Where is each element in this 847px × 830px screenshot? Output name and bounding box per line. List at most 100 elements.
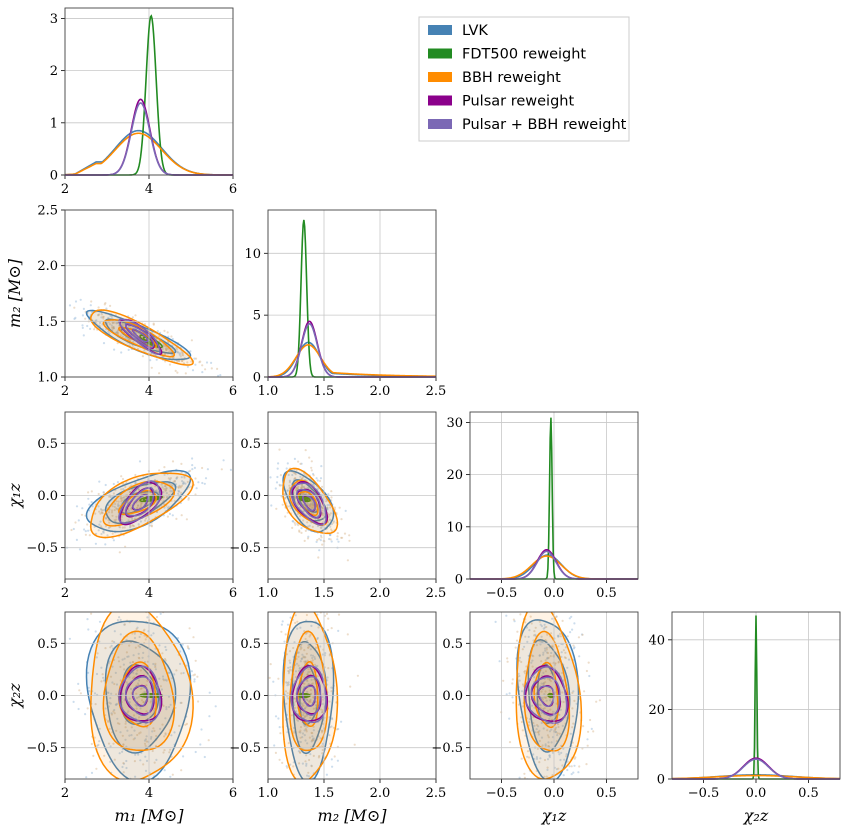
sample-point: [150, 554, 152, 556]
sample-point: [543, 707, 546, 710]
sample-point: [134, 775, 137, 778]
sample-point: [137, 652, 140, 655]
sample-point: [182, 354, 185, 357]
sample-point: [149, 737, 153, 740]
sample-point: [191, 457, 194, 460]
sample-point: [152, 323, 155, 326]
xtick-label-m1-r0-2: 6: [229, 182, 237, 197]
sample-point: [117, 331, 120, 335]
sample-point: [114, 601, 116, 603]
contour-m2-chi1z-series-1-level-2: [300, 496, 307, 501]
sample-point: [77, 682, 80, 686]
sample-point: [498, 660, 501, 663]
sample-point: [119, 731, 122, 734]
sample-point: [295, 662, 299, 665]
legend-swatch-0: [428, 25, 452, 35]
sample-point: [533, 724, 536, 727]
sample-point: [293, 816, 295, 818]
sample-point: [311, 738, 314, 741]
sample-point: [278, 726, 281, 729]
sample-point: [320, 536, 323, 539]
sample-point: [551, 617, 554, 620]
diag-ytick-label-m2-2: 10: [244, 247, 261, 262]
sample-point: [287, 666, 290, 669]
sample-point: [108, 323, 112, 326]
sample-point: [310, 764, 313, 767]
sample-point: [298, 530, 301, 533]
sample-point: [554, 662, 557, 665]
sample-point: [303, 729, 306, 732]
sample-point: [124, 726, 127, 729]
sample-point: [328, 537, 331, 541]
sample-point: [531, 704, 534, 707]
sample-point: [283, 640, 286, 643]
sample-point: [301, 493, 304, 496]
sample-point: [544, 696, 547, 699]
sample-point: [343, 532, 347, 535]
sample-point: [109, 304, 112, 307]
sample-point: [308, 635, 311, 638]
sample-point: [546, 734, 550, 737]
sample-point: [281, 503, 284, 506]
sample-point: [98, 740, 101, 743]
xtick-label-m1-r1-2: 6: [229, 384, 237, 399]
sample-point: [550, 741, 553, 744]
sample-point: [60, 539, 62, 541]
sample-point: [328, 734, 331, 737]
sample-point: [297, 485, 300, 488]
sample-point: [95, 656, 98, 659]
sample-point: [127, 790, 129, 792]
sample-point: [133, 729, 136, 732]
sample-point: [320, 745, 323, 748]
sample-point: [98, 640, 101, 643]
ytick-label-m2-c0-0: 1.0: [37, 371, 58, 386]
contour-m1-chi1z-series-1-level-1: [142, 496, 160, 502]
contour-m1-chi1z-series-4-level-1: [124, 486, 155, 517]
sample-point: [122, 487, 125, 491]
legend-label-2: BBH reweight: [462, 70, 561, 86]
sample-point: [289, 666, 292, 669]
sample-point: [97, 529, 100, 532]
xtick-label-m2-r1-3: 2.5: [426, 384, 447, 399]
xtick-label-m1-r2-2: 6: [229, 586, 237, 601]
sample-point: [97, 314, 100, 317]
sample-point: [194, 493, 197, 496]
sample-point: [311, 682, 314, 685]
sample-point: [168, 512, 171, 516]
ytick-label2-chi1z-1-0: −0.5: [229, 541, 261, 556]
sample-point: [126, 582, 128, 584]
sample-point: [300, 486, 304, 489]
sample-point: [185, 518, 188, 521]
sample-point: [312, 504, 315, 507]
sample-point: [107, 720, 110, 723]
sample-point: [307, 671, 310, 674]
sample-point: [154, 668, 157, 671]
sample-point: [298, 818, 300, 820]
sample-point: [116, 717, 119, 720]
sample-point: [544, 670, 548, 673]
sample-point: [523, 645, 526, 648]
sample-point: [149, 701, 152, 704]
sample-point: [312, 737, 315, 740]
sample-point: [81, 324, 84, 327]
sample-point: [307, 593, 309, 595]
sample-point: [305, 591, 307, 593]
sample-point: [306, 537, 310, 540]
sample-point: [116, 329, 119, 332]
sample-point: [194, 477, 197, 480]
sample-point: [565, 755, 568, 758]
sample-point: [90, 300, 93, 303]
sample-point: [193, 466, 196, 469]
sample-point: [190, 339, 193, 342]
sample-point: [72, 527, 75, 531]
sample-point: [120, 499, 123, 502]
sample-point: [326, 628, 329, 632]
sample-point: [321, 711, 324, 714]
sample-point: [140, 502, 143, 505]
yaxis-label-chi1z: χ₁z: [5, 483, 24, 509]
sample-point: [317, 756, 320, 759]
sample-point: [304, 788, 306, 790]
contour-m1-chi1z-series-4-level-0: [118, 480, 161, 524]
sample-point: [542, 727, 545, 730]
sample-point: [306, 680, 309, 683]
